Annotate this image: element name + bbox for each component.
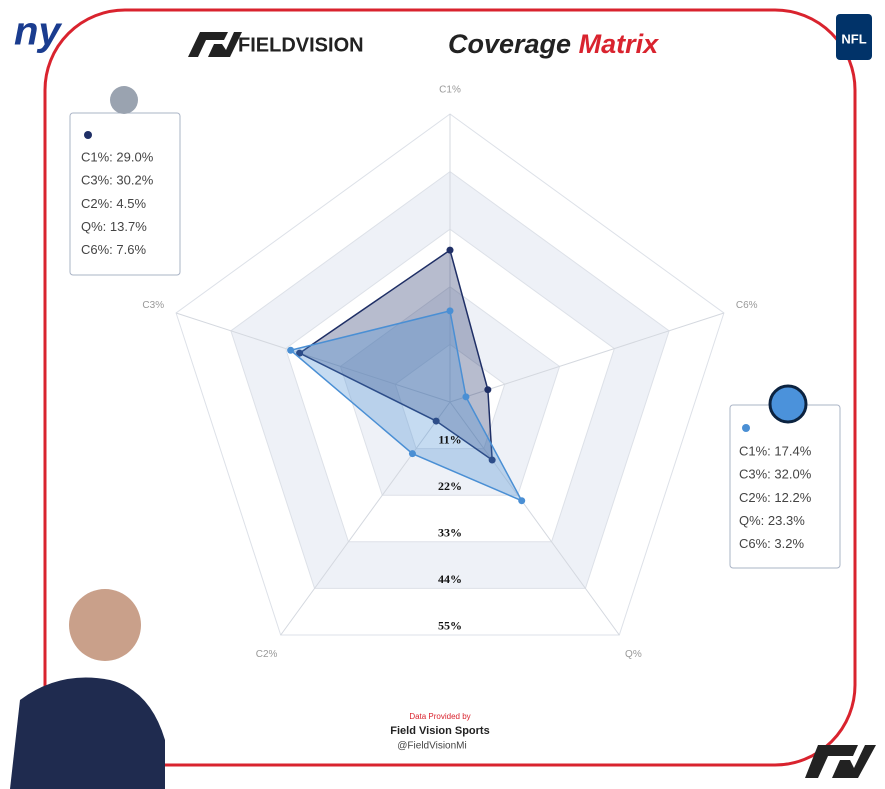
title-accent: Matrix <box>579 29 660 59</box>
plot: C1% C3% C2% Q% C6% 11% 22% 33% 44% 55% <box>142 85 757 660</box>
point <box>287 346 295 354</box>
r-tick-label: 22% <box>438 479 462 493</box>
team-logo: ny <box>14 10 62 54</box>
brand-icon <box>188 32 242 57</box>
point <box>408 450 416 458</box>
r-tick-label: 44% <box>438 572 462 586</box>
legend-marker <box>84 131 92 139</box>
legend-item: Q%: 13.7% <box>81 219 147 234</box>
axis-line <box>449 312 725 403</box>
r-tick-label: 11% <box>438 432 461 446</box>
axis-label: Q% <box>625 649 642 660</box>
legend-item: C3%: 30.2% <box>81 173 154 188</box>
axis-line <box>449 401 620 636</box>
point <box>432 417 440 425</box>
brand-icon <box>805 745 876 778</box>
league-logo-bg <box>836 14 872 60</box>
point <box>446 246 454 254</box>
credit-company: Field Vision Sports <box>390 725 489 737</box>
point <box>484 386 492 394</box>
legend-item: C2%: 4.5% <box>81 196 146 211</box>
credit-handle: @FieldVisionMi <box>397 741 466 752</box>
title-main: Coverage <box>448 29 571 59</box>
chart-title: Coverage Matrix <box>448 29 659 59</box>
axis-line <box>175 312 451 403</box>
point <box>446 307 454 315</box>
legend-item: C3%: 32.0% <box>739 467 812 482</box>
coach-photo <box>69 589 141 661</box>
legend-item: Q%: 23.3% <box>739 513 805 528</box>
r-tick-label: 33% <box>438 526 462 540</box>
axis-label: C2% <box>256 649 278 660</box>
brand: FIELDVISION <box>238 34 364 56</box>
legend-item: C6%: 3.2% <box>739 536 804 551</box>
credit-provided: Data Provided by <box>409 712 470 721</box>
legend-marker <box>742 424 750 432</box>
series-area <box>289 309 524 503</box>
legend-item: C2%: 12.2% <box>739 490 812 505</box>
point <box>462 393 470 401</box>
axis-line <box>280 401 451 636</box>
point <box>488 456 496 464</box>
legend-item: C6%: 7.6% <box>81 242 146 257</box>
axis-label: C6% <box>736 300 758 311</box>
axis-label: C3% <box>142 300 164 311</box>
team-logo-2 <box>768 384 808 424</box>
r-tick-label: 55% <box>438 619 462 633</box>
legend-item: C1%: 29.0% <box>81 149 154 164</box>
point <box>518 497 526 505</box>
coach-photo <box>10 677 165 789</box>
series-area <box>298 248 494 462</box>
legend-item: C1%: 17.4% <box>739 443 812 458</box>
axis-label: C1% <box>439 85 461 96</box>
coach-photo <box>110 86 138 114</box>
league-logo: NFL <box>841 31 866 46</box>
point <box>296 349 304 357</box>
